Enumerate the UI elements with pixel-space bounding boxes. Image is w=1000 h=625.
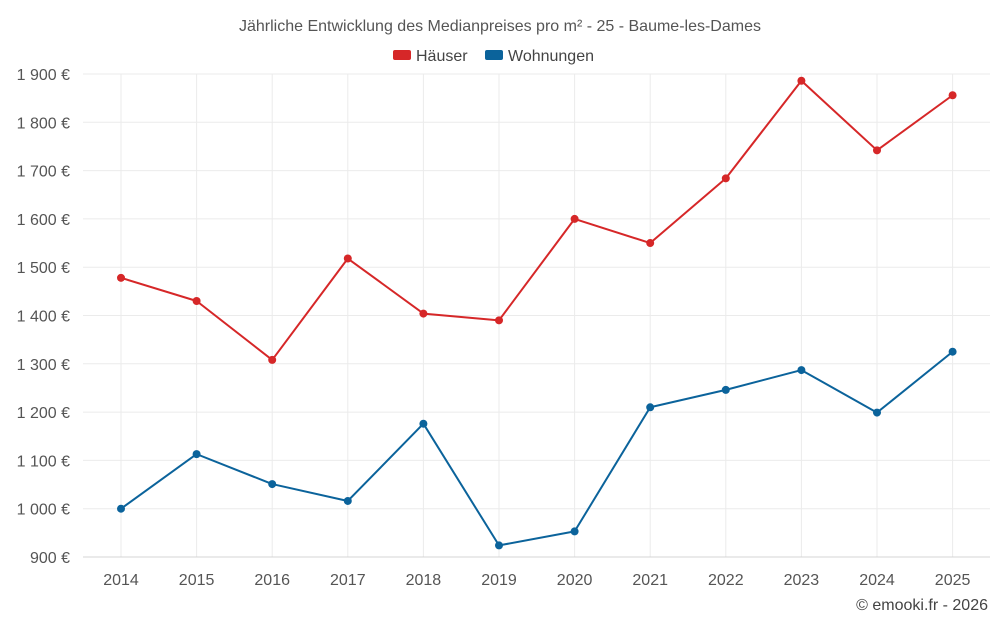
- y-tick-label: 1 700 €: [17, 164, 70, 181]
- data-point[interactable]: [646, 239, 655, 248]
- data-point[interactable]: [721, 174, 730, 183]
- series-line: [120, 350, 954, 547]
- x-tick-label: 2016: [254, 572, 290, 589]
- legend-item-wohnungen[interactable]: Wohnungen: [485, 48, 594, 65]
- series-wohnungen: [117, 347, 957, 550]
- x-tick-label: 2025: [935, 572, 971, 589]
- data-point[interactable]: [343, 254, 352, 263]
- x-tick-label: 2020: [557, 572, 593, 589]
- data-point[interactable]: [192, 297, 201, 306]
- y-tick-label: 1 100 €: [17, 453, 70, 470]
- data-point[interactable]: [419, 419, 428, 428]
- credit-text: © emooki.fr - 2026: [856, 597, 988, 614]
- data-point[interactable]: [570, 214, 579, 223]
- legend-label: Häuser: [416, 48, 468, 65]
- legend-item-h-user[interactable]: Häuser: [393, 48, 468, 65]
- legend-label: Wohnungen: [508, 48, 594, 65]
- data-point[interactable]: [192, 450, 201, 459]
- legend-swatch: [485, 50, 503, 60]
- data-point[interactable]: [495, 541, 503, 550]
- data-point[interactable]: [419, 309, 428, 318]
- y-tick-label: 900 €: [30, 550, 70, 567]
- data-point[interactable]: [117, 273, 125, 282]
- x-tick-label: 2017: [330, 572, 366, 589]
- data-point[interactable]: [646, 403, 655, 412]
- x-tick-label: 2015: [179, 572, 215, 589]
- data-point[interactable]: [948, 91, 957, 100]
- data-point[interactable]: [948, 347, 957, 356]
- axes: 900 € 1 000 € 1 100 € 1 200 € 1 300 € 1 400 €…: [17, 67, 990, 589]
- data-point[interactable]: [117, 504, 125, 513]
- data-point[interactable]: [721, 385, 730, 394]
- x-tick-label: 2023: [784, 572, 820, 589]
- x-tick-label: 2019: [481, 572, 517, 589]
- legend-swatch: [393, 50, 411, 60]
- x-tick-label: 2024: [859, 572, 895, 589]
- y-tick-label: 1 600 €: [17, 212, 70, 229]
- y-tick-label: 1 200 €: [17, 405, 70, 422]
- series-h-user: [117, 76, 957, 364]
- data-point[interactable]: [495, 316, 503, 325]
- y-tick-label: 1 300 €: [17, 357, 70, 374]
- data-point[interactable]: [873, 146, 881, 155]
- legend[interactable]: Häuser Wohnungen: [393, 48, 594, 65]
- y-tick-label: 1 800 €: [17, 115, 70, 132]
- y-tick-label: 1 000 €: [17, 502, 70, 519]
- grid: [83, 73, 990, 558]
- data-point[interactable]: [873, 408, 881, 417]
- y-tick-label: 1 500 €: [17, 260, 70, 277]
- data-point[interactable]: [797, 366, 806, 375]
- data-point[interactable]: [797, 76, 806, 85]
- series-line: [120, 79, 954, 361]
- y-tick-label: 1 400 €: [17, 309, 70, 326]
- x-tick-label: 2018: [406, 572, 442, 589]
- chart-title: Jährliche Entwicklung des Medianpreises …: [239, 18, 761, 35]
- x-tick-label: 2014: [103, 572, 139, 589]
- x-tick-label: 2022: [708, 572, 744, 589]
- y-tick-label: 1 900 €: [17, 67, 70, 84]
- data-point[interactable]: [268, 355, 277, 364]
- data-point[interactable]: [268, 480, 277, 489]
- data-point[interactable]: [343, 496, 352, 505]
- series-lines: [117, 76, 957, 550]
- x-tick-label: 2021: [632, 572, 668, 589]
- data-point[interactable]: [570, 527, 579, 536]
